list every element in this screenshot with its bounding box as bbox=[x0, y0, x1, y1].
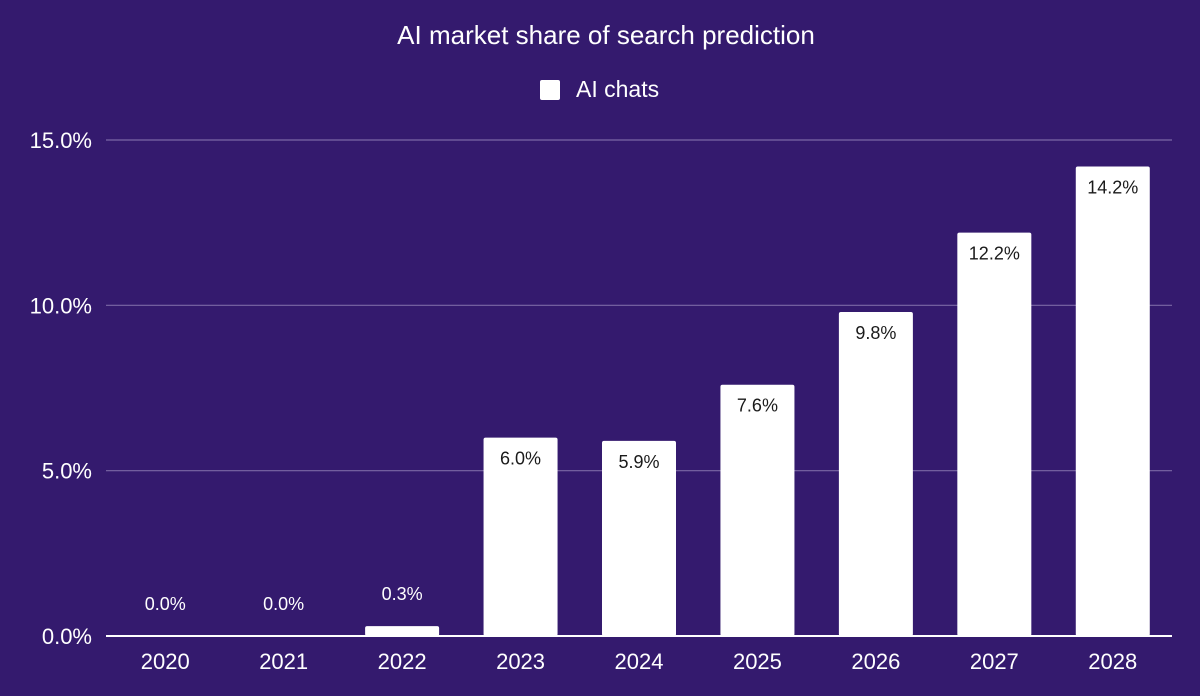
x-tick-label: 2024 bbox=[615, 649, 664, 674]
data-label: 5.9% bbox=[618, 452, 659, 472]
bar bbox=[1075, 166, 1150, 636]
legend-label: AI chats bbox=[576, 76, 659, 102]
data-label: 12.2% bbox=[969, 244, 1020, 264]
data-label: 9.8% bbox=[855, 323, 896, 343]
x-tick-label: 2026 bbox=[851, 649, 900, 674]
y-tick-label: 15.0% bbox=[30, 128, 92, 153]
data-labels: 0.0% 0.0% 0.3% 6.0% 5.9% 7.6% 9.8% 12.2% 14.2% bbox=[145, 177, 1139, 614]
x-tick-label: 2028 bbox=[1088, 649, 1137, 674]
y-tick-label: 0.0% bbox=[42, 624, 92, 649]
bar bbox=[602, 440, 676, 636]
x-tick-label: 2023 bbox=[496, 649, 545, 674]
bar bbox=[838, 311, 913, 636]
bar bbox=[365, 626, 440, 636]
bar bbox=[720, 384, 795, 636]
data-label: 14.2% bbox=[1087, 177, 1138, 197]
x-tick-label: 2021 bbox=[259, 649, 308, 674]
y-axis-ticks: 0.0% 5.0% 10.0% 15.0% bbox=[30, 128, 92, 649]
x-axis-ticks: 2020 2021 2022 2023 2024 2025 2026 2027 2028 bbox=[141, 649, 1138, 674]
x-tick-label: 2022 bbox=[378, 649, 427, 674]
bar bbox=[483, 437, 558, 636]
bars bbox=[365, 166, 1150, 636]
y-tick-label: 5.0% bbox=[42, 459, 92, 484]
y-tick-label: 10.0% bbox=[30, 293, 92, 318]
legend: AI chats bbox=[540, 76, 659, 102]
x-tick-label: 2025 bbox=[733, 649, 782, 674]
data-label: 0.0% bbox=[145, 594, 186, 614]
x-tick-label: 2027 bbox=[970, 649, 1019, 674]
data-label: 6.0% bbox=[500, 449, 541, 469]
data-label: 7.6% bbox=[737, 396, 778, 416]
bar bbox=[957, 232, 1032, 636]
legend-swatch bbox=[540, 80, 560, 100]
x-tick-label: 2020 bbox=[141, 649, 190, 674]
data-label: 0.3% bbox=[382, 584, 423, 604]
chart-title: AI market share of search prediction bbox=[397, 20, 815, 50]
data-label: 0.0% bbox=[263, 594, 304, 614]
